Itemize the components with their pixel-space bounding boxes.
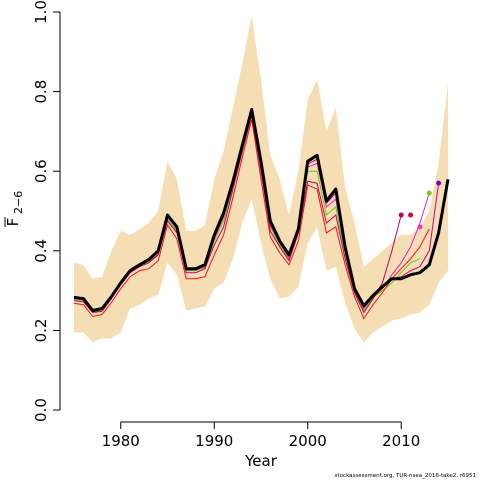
y-tick-label-4: 0.8 (32, 80, 50, 104)
x-tick-label-1980: 1980 (102, 432, 140, 450)
x-tick-label-2010: 2010 (382, 432, 420, 450)
y-tick-label-3: 0.6 (32, 159, 50, 183)
retro-series-line-1 (73, 119, 430, 320)
endpoint-marker-2010 (398, 212, 404, 218)
y-tick-label-0: 0.0 (32, 398, 50, 422)
endpoint-marker-2011 (408, 212, 414, 218)
x-axis-title: Year (244, 452, 278, 470)
endpoint-marker-layer (398, 180, 442, 230)
endpoint-marker-2014 (436, 180, 442, 186)
y-axis-title: F 2−6 (4, 191, 25, 227)
y-axis-title-main: F (4, 218, 22, 227)
main-series-line (73, 108, 450, 312)
endpoint-marker-2012 (417, 224, 423, 230)
y-tick-label-2: 0.4 (32, 239, 50, 263)
x-tick-label-1990: 1990 (195, 432, 233, 450)
endpoint-marker-2013 (426, 190, 432, 196)
x-tick-label-2000: 2000 (289, 432, 327, 450)
y-axis-title-subscript: 2−6 (12, 191, 25, 214)
y-tick-label-1: 0.2 (32, 319, 50, 343)
series-layer (73, 108, 450, 320)
axes-layer: 1980 1990 2000 2010 0.0 0.2 0.4 0.6 0.8 1.0 (32, 0, 420, 450)
footnote: stockassessment.org, TUR-nsea_2016-take2… (335, 473, 476, 479)
y-tick-label-5: 1.0 (32, 0, 50, 24)
